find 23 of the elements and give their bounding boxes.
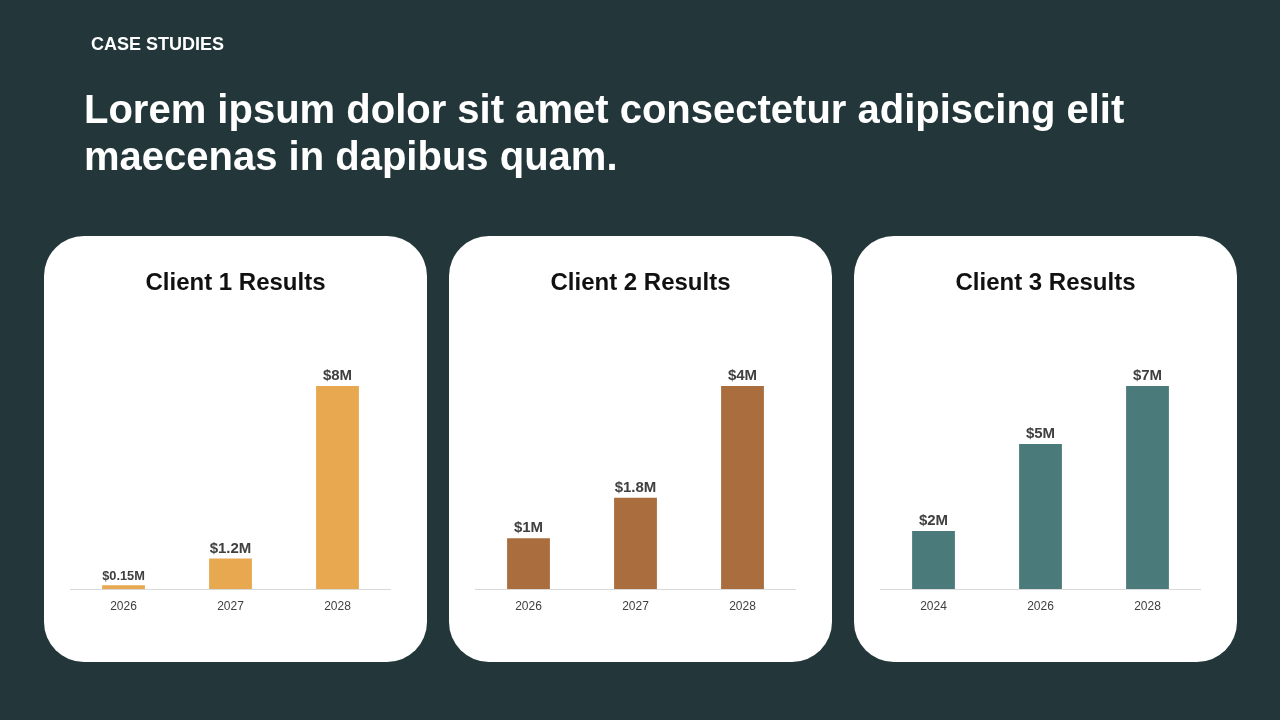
x-tick-label: 2026: [515, 599, 543, 614]
x-tick-label: 2027: [622, 599, 650, 614]
chart-title: Client 1 Results: [145, 268, 326, 296]
data-label: $1.8M: [614, 477, 657, 495]
data-label: $5M: [1025, 424, 1056, 441]
chart-title: Client 2 Results: [550, 268, 731, 296]
data-label: $7M: [1132, 366, 1163, 383]
data-label: $4M: [727, 366, 758, 383]
x-tick-label: 2028: [729, 599, 757, 614]
x-tick-label: 2024: [920, 599, 948, 614]
x-tick-label: 2026: [1027, 599, 1055, 614]
data-label: $2M: [918, 511, 949, 528]
chart-title: Client 3 Results: [955, 268, 1136, 296]
x-tick-label: 2028: [324, 599, 352, 614]
data-label: $8M: [322, 366, 353, 383]
text: CASE STUDIES: [91, 34, 225, 55]
data-label: $1M: [513, 518, 544, 536]
x-tick-label: 2027: [217, 599, 245, 614]
data-label: $0.15M: [102, 567, 145, 583]
text: Lorem ipsum dolor sit amet consectetur adipiscing elit maecenas in dapibus quam.: [84, 86, 1126, 180]
x-tick-label: 2026: [110, 599, 138, 614]
x-tick-label: 2028: [1134, 599, 1162, 614]
data-label: $1.2M: [209, 538, 252, 556]
